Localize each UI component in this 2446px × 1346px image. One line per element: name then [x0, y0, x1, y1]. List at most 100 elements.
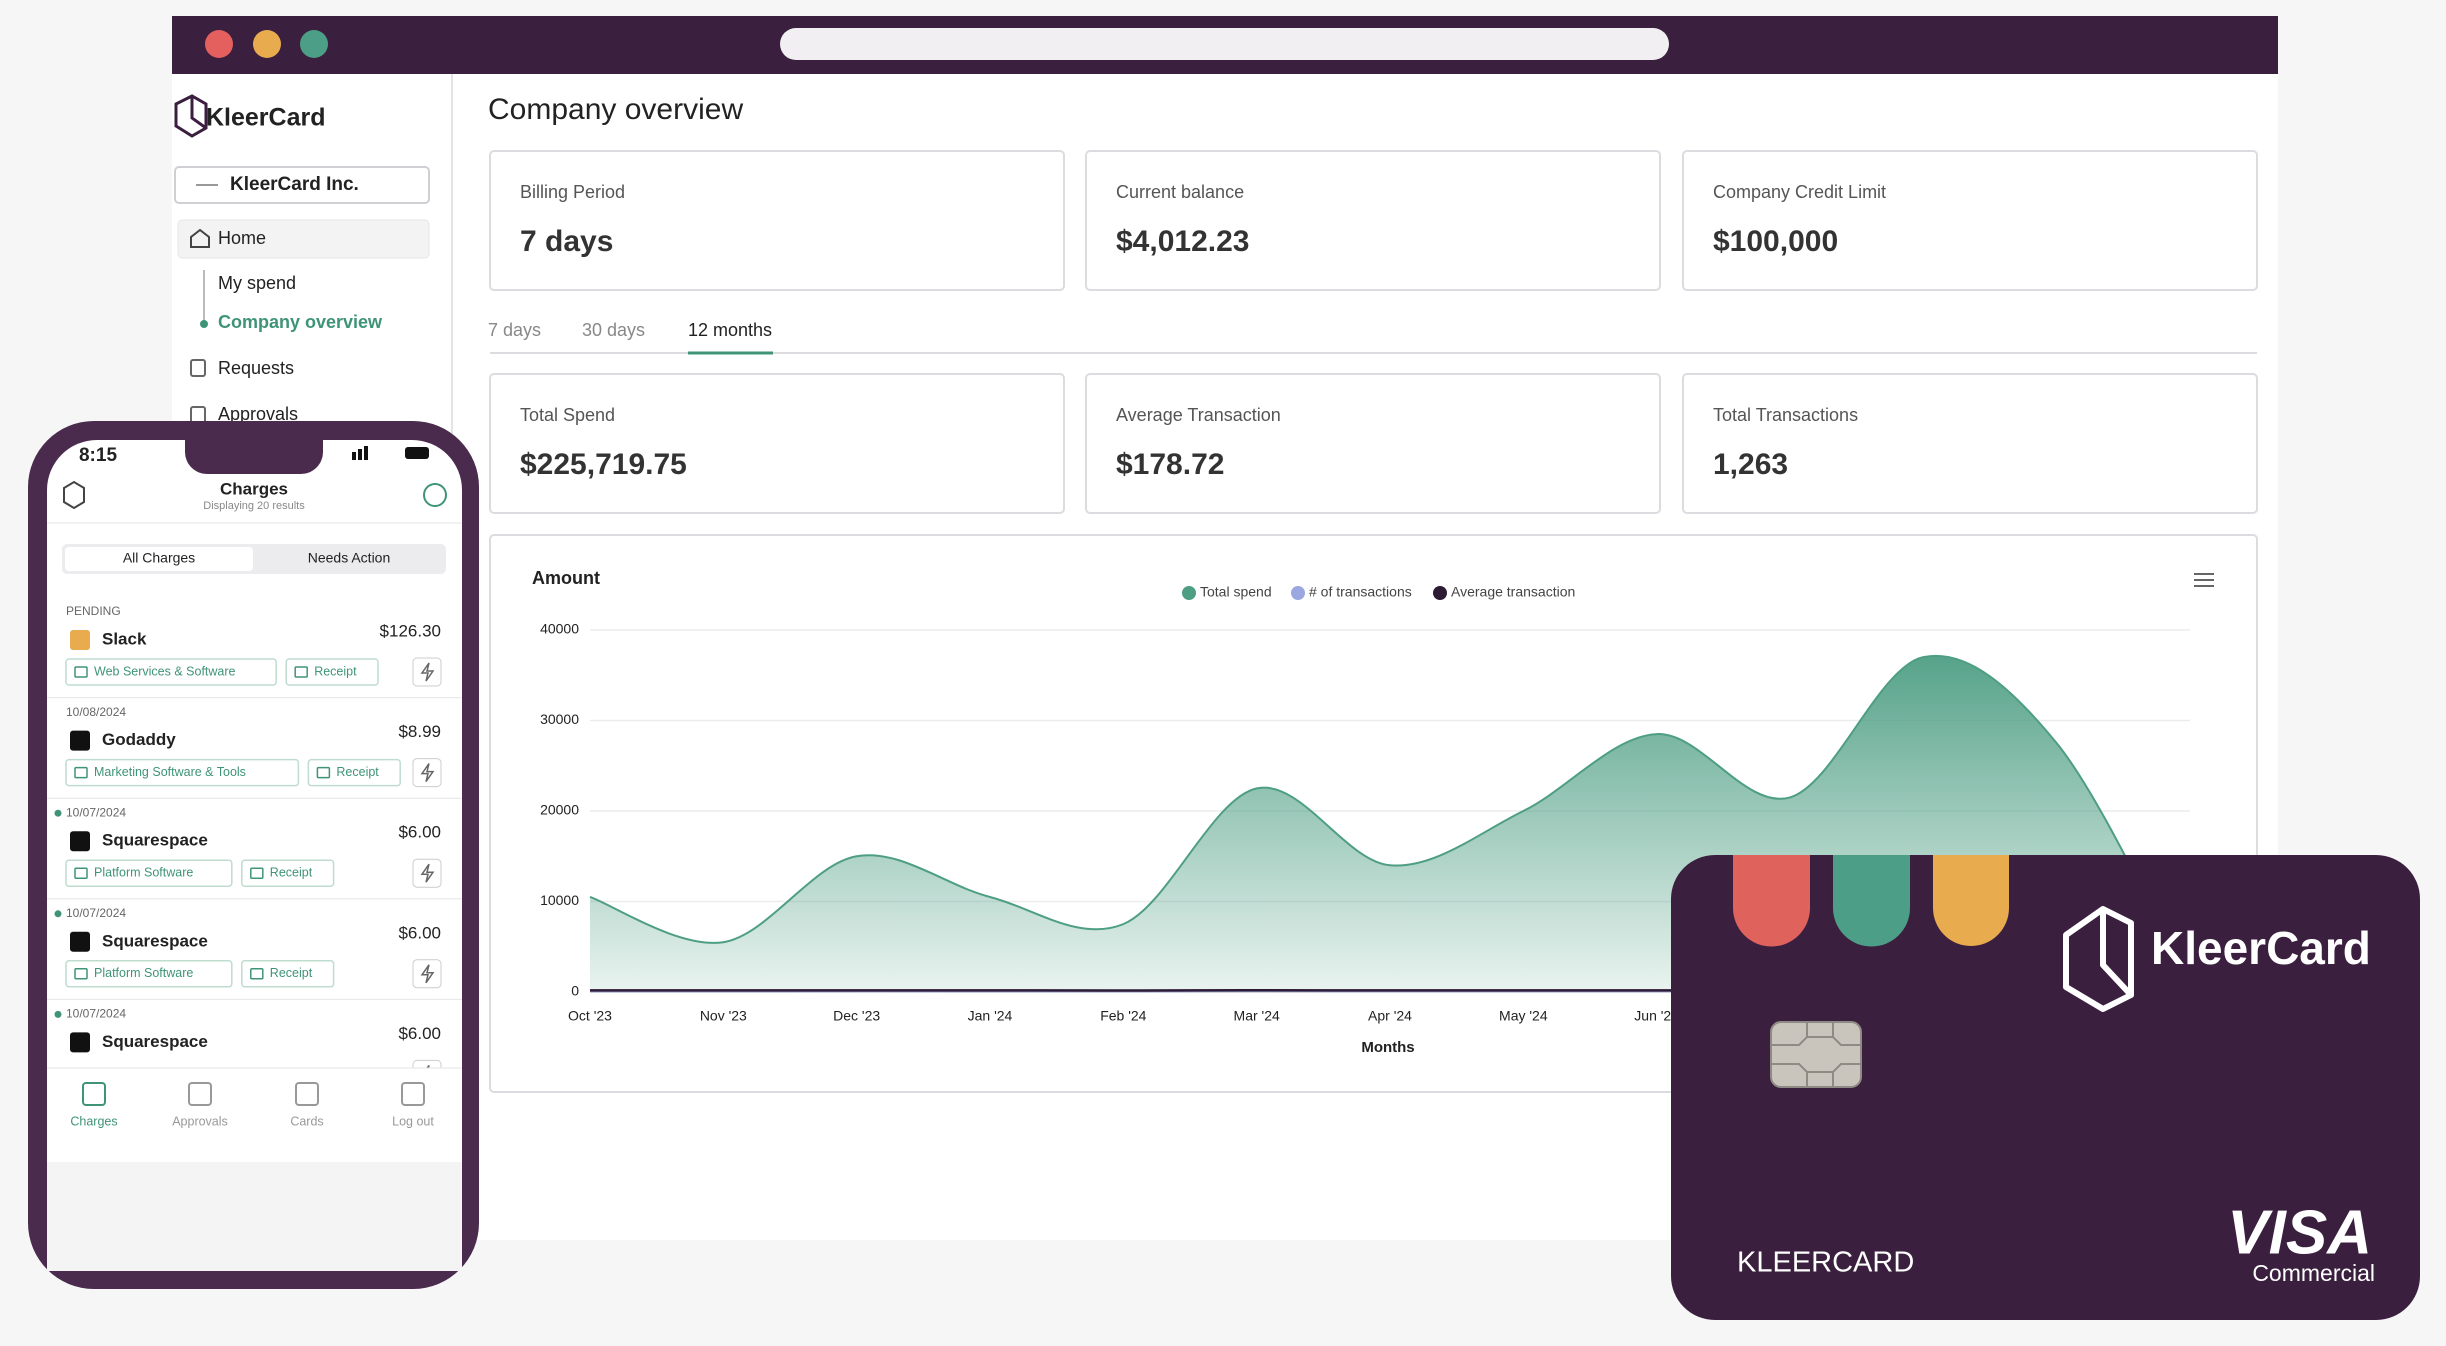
action-button[interactable] [412, 1059, 442, 1088]
card-logo-icon [2063, 906, 2134, 1012]
nav-icon[interactable] [188, 1082, 212, 1106]
phone-screen [47, 440, 462, 1271]
tag-icon [74, 666, 88, 678]
bolt-icon [420, 863, 435, 883]
chip-lines [1771, 1022, 1861, 1087]
action-button[interactable] [412, 758, 442, 788]
merchant[interactable]: Slack [102, 629, 147, 648]
charge-status: 10/07/2024 [66, 1007, 126, 1021]
tab[interactable]: 30 days [582, 320, 645, 340]
nav-item-active[interactable]: Company overview [218, 312, 383, 332]
action-button[interactable] [412, 657, 442, 687]
nav-label[interactable]: Cards [290, 1114, 323, 1128]
tag-icon [74, 766, 88, 779]
amount: $126.30 [380, 621, 441, 640]
nav-item[interactable]: Home [218, 228, 266, 248]
tag[interactable] [65, 859, 233, 887]
tab[interactable]: 12 months [688, 320, 772, 340]
maximize-dot[interactable] [300, 30, 328, 58]
legend-swatch[interactable] [1291, 586, 1305, 600]
tag-icon [294, 666, 308, 678]
stat-label: Billing Period [520, 182, 625, 202]
nav-item[interactable]: Requests [218, 358, 294, 378]
tag-icon [74, 867, 88, 879]
nav-label[interactable]: Approvals [172, 1114, 228, 1128]
address-bar[interactable] [780, 28, 1669, 60]
merchant[interactable]: Squarespace [102, 1032, 208, 1051]
tag-label[interactable]: Marketing Software & Tools [94, 765, 246, 779]
stat-card [1682, 373, 2258, 514]
stat-value: 7 days [520, 225, 613, 258]
tag[interactable] [65, 960, 233, 988]
legend-label[interactable]: Total spend [1200, 584, 1272, 600]
x-tick-label: May '24 [1499, 1008, 1548, 1024]
battery [405, 447, 429, 459]
tag[interactable] [241, 859, 335, 887]
signal [352, 452, 356, 460]
merchant[interactable]: Squarespace [102, 831, 208, 850]
merchant[interactable]: Godaddy [102, 730, 176, 749]
nav-icon[interactable] [82, 1082, 106, 1106]
stat-label: Current balance [1116, 182, 1244, 202]
org-selector[interactable] [174, 166, 430, 204]
action-button[interactable] [412, 959, 442, 989]
action-button[interactable] [412, 858, 442, 888]
close-dot[interactable] [205, 30, 233, 58]
x-axis-title: Months [1361, 1039, 1414, 1056]
tab[interactable]: 7 days [488, 320, 541, 340]
phone-subtitle: Displaying 20 results [203, 500, 305, 512]
tag-label[interactable]: Receipt [270, 966, 313, 980]
chart-title: Amount [532, 568, 600, 588]
tag[interactable] [65, 758, 300, 787]
tag-label[interactable]: Web Services & Software [94, 664, 236, 678]
merchant[interactable]: Squarespace [102, 931, 208, 950]
nav-item[interactable]: My spend [218, 273, 296, 293]
tag[interactable] [65, 658, 277, 686]
tag-label[interactable]: Platform Software [94, 966, 193, 980]
card-brand: KleerCard [2151, 922, 2371, 974]
tag[interactable] [241, 960, 335, 988]
tag-label[interactable]: Receipt [270, 865, 313, 879]
signal [364, 446, 368, 460]
bolt-icon [420, 763, 435, 783]
legend-label[interactable]: Average transaction [1451, 584, 1575, 600]
nav-label[interactable]: Charges [70, 1114, 117, 1128]
stat-card [1085, 373, 1661, 514]
nav-icon[interactable] [401, 1082, 425, 1106]
phone-notch [185, 430, 323, 474]
amount: $8.99 [398, 722, 441, 741]
bolt-icon [420, 662, 435, 682]
legend-label[interactable]: # of transactions [1309, 584, 1412, 600]
segment[interactable]: Needs Action [308, 550, 391, 566]
x-tick-label: Mar '24 [1234, 1008, 1280, 1024]
nav-icon[interactable] [295, 1082, 319, 1106]
nav-label[interactable]: Log out [392, 1114, 434, 1128]
filter-icon[interactable] [423, 483, 447, 507]
legend-swatch[interactable] [1182, 586, 1196, 600]
credit-card [1671, 855, 2420, 1320]
phone-time: 8:15 [79, 445, 117, 466]
charge-status: 10/08/2024 [66, 705, 126, 719]
y-tick-label: 20000 [540, 802, 579, 818]
tag[interactable] [285, 658, 379, 686]
tag-label[interactable]: Receipt [314, 664, 357, 678]
bolt-icon [420, 964, 435, 984]
stat-value: $4,012.23 [1116, 225, 1249, 258]
stat-card [1682, 150, 2258, 291]
x-tick-label: Nov '23 [700, 1008, 747, 1024]
stat-value: $178.72 [1116, 448, 1224, 481]
stat-label: Average Transaction [1116, 405, 1281, 425]
tag-label[interactable]: Platform Software [94, 865, 193, 879]
segment-active[interactable] [65, 547, 253, 571]
minimize-dot[interactable] [253, 30, 281, 58]
tag-label[interactable]: Receipt [336, 765, 379, 779]
nav-item[interactable]: Approvals [218, 404, 298, 424]
legend-swatch[interactable] [1433, 586, 1447, 600]
stat-card [489, 150, 1065, 291]
nav-home-bg[interactable] [177, 219, 430, 259]
main-content: Billing Period 7 days Current balance $4,01… [488, 150, 2258, 514]
y-tick-label: 40000 [540, 621, 579, 637]
tag[interactable] [307, 758, 401, 787]
stat-card [1085, 150, 1661, 291]
segment[interactable]: All Charges [123, 550, 195, 566]
